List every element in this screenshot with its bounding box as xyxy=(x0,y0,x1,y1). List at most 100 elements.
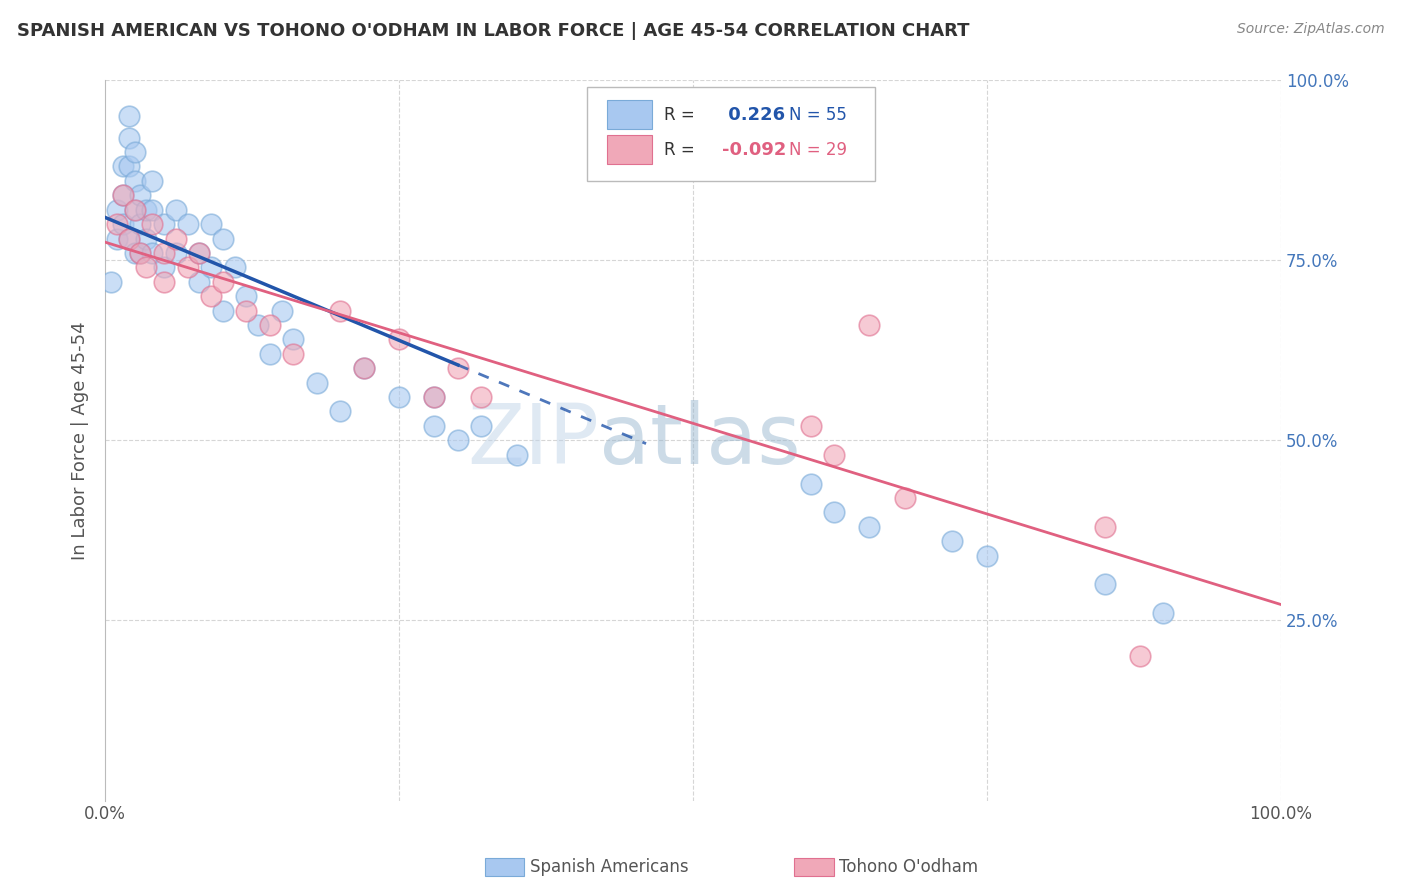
Point xyxy=(823,448,845,462)
Point xyxy=(105,217,128,231)
Point xyxy=(124,174,146,188)
Point xyxy=(823,505,845,519)
Text: N = 55: N = 55 xyxy=(790,105,848,124)
Point xyxy=(118,160,141,174)
Point xyxy=(153,217,176,231)
Point xyxy=(118,231,141,245)
Point xyxy=(141,174,163,188)
Point xyxy=(141,246,163,260)
Point xyxy=(506,448,529,462)
Point xyxy=(235,289,257,303)
Point xyxy=(423,390,446,404)
Point xyxy=(211,231,233,245)
FancyBboxPatch shape xyxy=(588,87,876,181)
Text: N = 29: N = 29 xyxy=(790,141,848,159)
Text: Spanish Americans: Spanish Americans xyxy=(530,858,689,876)
Point xyxy=(893,491,915,505)
Point xyxy=(259,318,281,332)
Point xyxy=(135,231,157,245)
Point xyxy=(124,202,146,217)
Text: ZIP: ZIP xyxy=(467,400,599,481)
Point xyxy=(165,202,187,217)
Point xyxy=(129,246,152,260)
Text: atlas: atlas xyxy=(599,400,801,481)
Point xyxy=(353,361,375,376)
Point xyxy=(470,418,492,433)
Point xyxy=(447,434,470,448)
Text: 0.226: 0.226 xyxy=(723,105,786,124)
Point xyxy=(329,303,352,318)
Point xyxy=(141,217,163,231)
Point xyxy=(800,476,823,491)
FancyBboxPatch shape xyxy=(607,136,652,164)
Point xyxy=(259,347,281,361)
Point xyxy=(153,275,176,289)
Point xyxy=(211,303,233,318)
Point xyxy=(153,260,176,275)
Point xyxy=(105,202,128,217)
Point xyxy=(200,217,222,231)
Point xyxy=(188,246,211,260)
Point xyxy=(283,333,305,347)
Point xyxy=(270,303,292,318)
Point xyxy=(800,418,823,433)
Point xyxy=(1152,607,1174,621)
Point xyxy=(247,318,270,332)
Point xyxy=(129,246,152,260)
Point xyxy=(1094,577,1116,591)
Point xyxy=(135,260,157,275)
Point xyxy=(305,376,328,390)
Point xyxy=(118,130,141,145)
Point xyxy=(423,390,446,404)
Point xyxy=(388,333,411,347)
Point xyxy=(211,275,233,289)
Point xyxy=(200,260,222,275)
Point xyxy=(124,246,146,260)
Point xyxy=(129,217,152,231)
Point xyxy=(447,361,470,376)
Point xyxy=(111,160,134,174)
Point xyxy=(135,202,157,217)
Point xyxy=(941,534,963,549)
Point xyxy=(141,202,163,217)
Point xyxy=(111,217,134,231)
Point xyxy=(129,188,152,202)
Point xyxy=(1094,520,1116,534)
Point xyxy=(200,289,222,303)
Point xyxy=(858,318,880,332)
Text: Tohono O'odham: Tohono O'odham xyxy=(839,858,979,876)
Text: R =: R = xyxy=(664,141,700,159)
Point xyxy=(283,347,305,361)
Y-axis label: In Labor Force | Age 45-54: In Labor Force | Age 45-54 xyxy=(72,321,89,559)
Point xyxy=(188,275,211,289)
Point xyxy=(423,418,446,433)
Point xyxy=(124,202,146,217)
Point xyxy=(153,246,176,260)
Point xyxy=(176,260,198,275)
Point xyxy=(235,303,257,318)
FancyBboxPatch shape xyxy=(607,100,652,129)
Point xyxy=(111,188,134,202)
Point xyxy=(111,188,134,202)
Point xyxy=(105,231,128,245)
Point xyxy=(470,390,492,404)
Text: SPANISH AMERICAN VS TOHONO O'ODHAM IN LABOR FORCE | AGE 45-54 CORRELATION CHART: SPANISH AMERICAN VS TOHONO O'ODHAM IN LA… xyxy=(17,22,969,40)
Point xyxy=(976,549,998,563)
Point xyxy=(100,275,122,289)
Text: Source: ZipAtlas.com: Source: ZipAtlas.com xyxy=(1237,22,1385,37)
Point xyxy=(165,231,187,245)
Point xyxy=(388,390,411,404)
Point xyxy=(224,260,246,275)
Point xyxy=(176,217,198,231)
Point xyxy=(858,520,880,534)
Point xyxy=(118,109,141,123)
Point xyxy=(124,145,146,159)
Point xyxy=(329,404,352,418)
Point xyxy=(353,361,375,376)
Text: R =: R = xyxy=(664,105,700,124)
Point xyxy=(165,246,187,260)
Point xyxy=(118,231,141,245)
Point xyxy=(188,246,211,260)
Text: -0.092: -0.092 xyxy=(723,141,787,159)
Point xyxy=(1129,649,1152,664)
